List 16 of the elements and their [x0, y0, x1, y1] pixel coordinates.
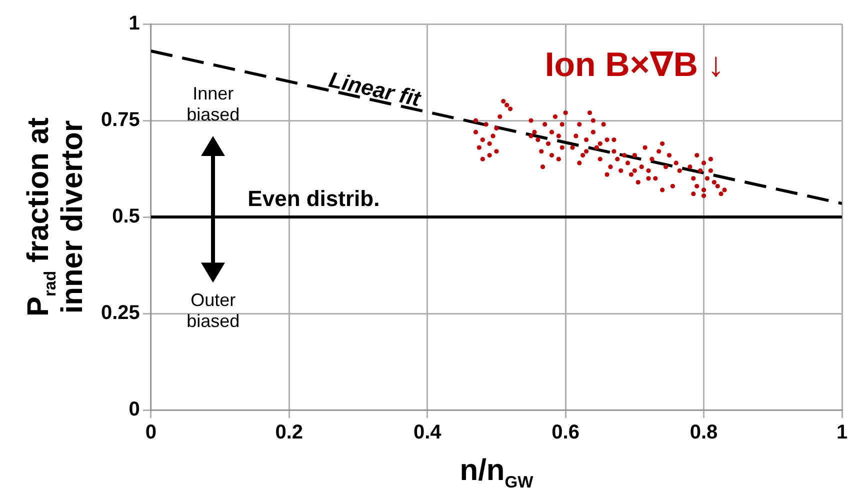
x-tick-label: 0 [145, 422, 156, 444]
ref-line-label: Even distrib. [248, 186, 380, 212]
y-tick-label: 0 [128, 398, 140, 421]
x-tick-label: 0.6 [552, 422, 580, 444]
y-tick-label: 0.25 [100, 302, 140, 324]
annotation: Outer biased [186, 290, 240, 332]
x-tick-label: 0.4 [413, 422, 442, 444]
series-label: Ion B×∇B ↓ [544, 46, 724, 84]
y-tick-label: 1 [128, 12, 140, 35]
x-tick-label: 1 [836, 422, 848, 444]
x-tick-label: 0.8 [690, 422, 718, 444]
annotation: Linear fit [326, 66, 424, 112]
y-tick-label: 0.5 [112, 206, 140, 228]
annotation: Inner biased [186, 84, 240, 125]
x-tick-label: 0.2 [275, 422, 304, 444]
y-tick-label: 0.75 [100, 109, 140, 132]
